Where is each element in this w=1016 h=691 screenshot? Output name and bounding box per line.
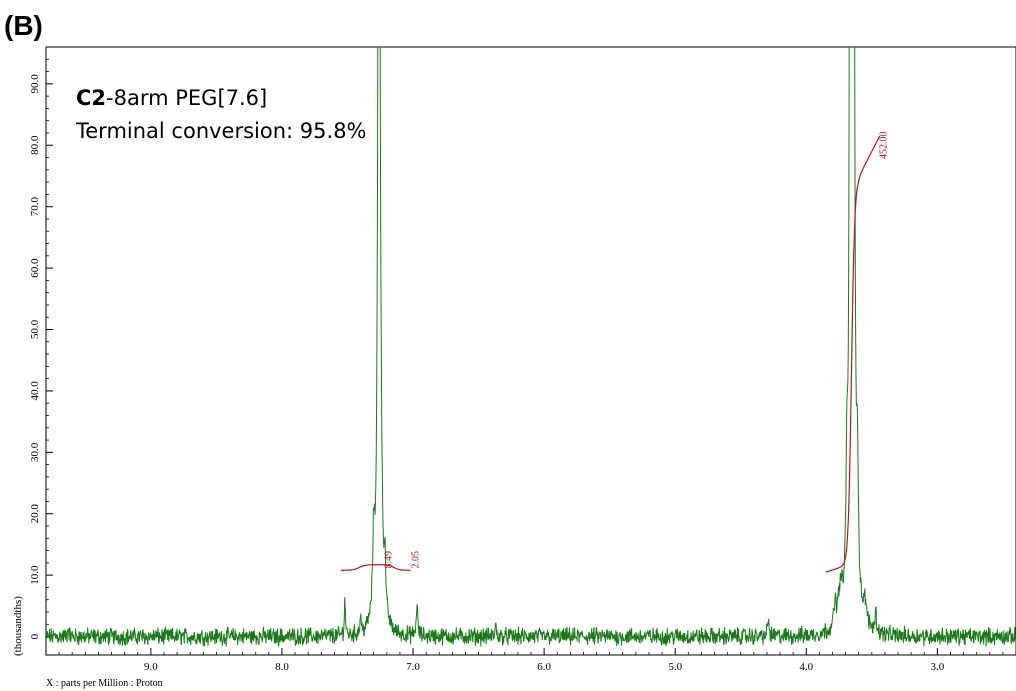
integral-label: 2.05 — [410, 551, 421, 569]
terminal-conversion: Terminal conversion: 95.8% — [76, 119, 367, 143]
x-tick-label: 5.0 — [668, 661, 682, 673]
panel-label: (B) — [4, 10, 43, 41]
y-axis-label: (thousandths) — [12, 596, 24, 656]
y-tick-label: 10.0 — [29, 565, 41, 585]
y-axis: 0 10.0 20.0 30.0 40.0 50.0 60.0 70.0 80.0 90.0 — [29, 58, 53, 639]
sample-name-rest: -8arm PEG[7.6] — [106, 86, 268, 110]
integral-label: 8.49 — [384, 551, 395, 569]
y-tick-label: 50.0 — [29, 319, 41, 339]
x-axis-label: X : parts per Million : Proton — [46, 678, 163, 689]
integral-curves: 8.49 2.05 452.00 — [340, 132, 889, 573]
y-tick-label: 80.0 — [29, 135, 41, 155]
spectrum-series — [46, 47, 1016, 648]
x-tick-label: 8.0 — [275, 661, 289, 673]
integral-curve — [825, 135, 881, 573]
x-tick-label: 6.0 — [537, 661, 551, 673]
integral-label: 452.00 — [878, 132, 889, 160]
y-tick-label: 20.0 — [29, 504, 41, 524]
y-tick-label: 60.0 — [29, 258, 41, 278]
y-tick-label: 90.0 — [29, 74, 41, 94]
integral-curve — [340, 564, 378, 571]
sample-name-bold: C2 — [76, 86, 107, 110]
x-tick-label: 4.0 — [799, 661, 813, 673]
x-tick-label: 9.0 — [144, 661, 158, 673]
y-tick-label: 0 — [29, 633, 41, 639]
integral-curve — [377, 564, 411, 571]
x-tick-label: 3.0 — [930, 661, 944, 673]
x-axis: 9.0 8.0 7.0 6.0 5.0 4.0 3.0 — [45, 648, 1016, 673]
x-tick-label: 7.0 — [406, 661, 420, 673]
y-tick-label: 70.0 — [29, 197, 41, 217]
y-tick-label: 30.0 — [29, 442, 41, 462]
sample-name: C2-8arm PEG[7.6] — [76, 85, 267, 112]
spectrum-line — [46, 47, 1016, 648]
y-tick-label: 40.0 — [29, 381, 41, 401]
